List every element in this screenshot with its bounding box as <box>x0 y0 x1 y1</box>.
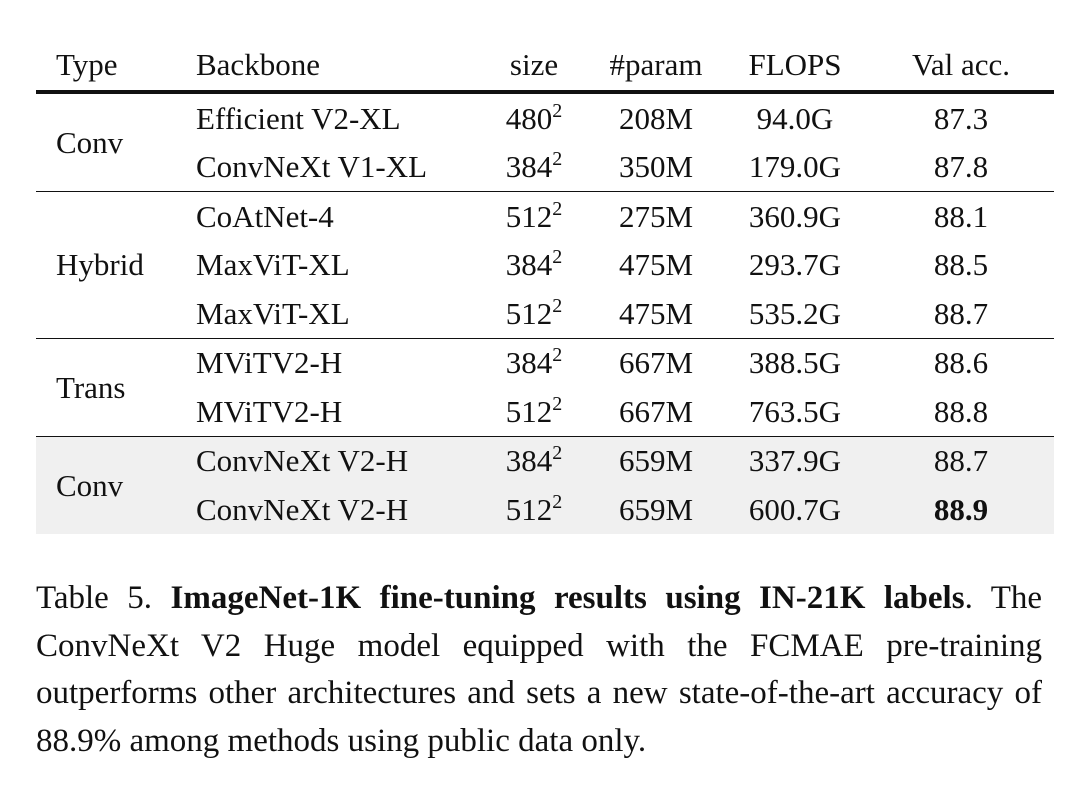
cell-param: 659M <box>590 485 722 534</box>
cell-flops: 600.7G <box>722 485 868 534</box>
size-base: 512 <box>505 198 553 234</box>
cell-size: 3842 <box>478 241 590 290</box>
caption-body: The ConvNeXt V2 Huge model equipped with… <box>36 580 1043 759</box>
size-exponent: 2 <box>552 344 563 367</box>
table-header: Type Backbone size #param FLOPS Val acc. <box>36 38 1054 92</box>
header-backbone: Backbone <box>196 46 320 82</box>
cell-flops: 360.9G <box>748 198 842 234</box>
table-row: ConvNeXt V1-XL 3842 350M 179.0G 87.8 <box>36 143 1054 192</box>
cell-backbone: MaxViT-XL <box>196 295 350 331</box>
size-base: 384 <box>505 149 553 185</box>
cell-val-acc-best: 88.9 <box>868 485 1054 534</box>
size-exponent: 2 <box>552 99 563 122</box>
cell-param: 667M <box>618 393 694 429</box>
table-row: Trans MViTV2-H 3842 667M 388.5G 88.6 <box>36 338 1054 402</box>
cell-size: 3842 <box>478 338 590 387</box>
group-type-label: Hybrid <box>56 247 144 283</box>
cell-size: 5122 <box>478 387 590 436</box>
cell-val-acc: 87.8 <box>933 149 989 185</box>
table-row: Hybrid CoAtNet-4 5122 275M 360.9G 88.1 <box>36 192 1054 280</box>
size-base: 512 <box>505 491 553 527</box>
cell-flops: 535.2G <box>748 295 842 331</box>
cell-val-acc: 87.3 <box>933 100 989 136</box>
cell-param: 475M <box>618 295 694 331</box>
cell-flops: 388.5G <box>748 345 842 381</box>
cell-param: 667M <box>618 345 694 381</box>
group-type-label: Conv <box>56 125 124 160</box>
caption-label: Table 5. <box>36 580 153 616</box>
cell-val-acc: 88.7 <box>868 436 1054 485</box>
table-row: MaxViT-XL 3842 475M 293.7G 88.5 <box>36 241 1054 290</box>
size-base: 512 <box>505 393 553 429</box>
header-param: #param <box>609 46 703 82</box>
cell-backbone: MViTV2-H <box>196 393 343 429</box>
group-type-label: Trans <box>56 369 126 405</box>
header-row: Type Backbone size #param FLOPS Val acc. <box>36 38 1054 92</box>
size-base: 512 <box>505 295 553 331</box>
results-table: Type Backbone size #param FLOPS Val acc.… <box>36 38 1054 534</box>
cell-backbone: CoAtNet-4 <box>196 198 334 234</box>
table-row: Conv ConvNeXt V2-H 3842 659M 337.9G 88.7 <box>36 436 1054 534</box>
cell-val-acc: 88.8 <box>933 393 989 429</box>
group-hybrid: Hybrid CoAtNet-4 5122 275M 360.9G 88.1 M… <box>36 192 1054 338</box>
group-type-label: Conv <box>36 436 186 534</box>
size-exponent: 2 <box>552 392 563 415</box>
cell-size: 5122 <box>478 289 590 338</box>
cell-size: 5122 <box>478 192 590 241</box>
size-exponent: 2 <box>552 442 563 465</box>
cell-backbone: ConvNeXt V2-H <box>186 485 478 534</box>
cell-val-acc: 88.7 <box>933 295 989 331</box>
cell-val-acc: 88.5 <box>933 247 989 283</box>
caption-title: ImageNet-1K fine-tuning results using IN… <box>170 580 965 616</box>
cell-backbone: ConvNeXt V2-H <box>186 436 478 485</box>
group-conv: Conv Efficient V2-XL 4802 208M 94.0G 87.… <box>36 92 1054 192</box>
cell-flops: 94.0G <box>756 100 834 136</box>
cell-backbone: ConvNeXt V1-XL <box>196 149 428 185</box>
results-table-container: Type Backbone size #param FLOPS Val acc.… <box>36 38 1054 534</box>
cell-backbone: MaxViT-XL <box>196 247 350 283</box>
cell-size: 5122 <box>478 485 590 534</box>
size-exponent: 2 <box>552 490 563 513</box>
cell-size: 4802 <box>478 92 590 143</box>
size-exponent: 2 <box>552 148 563 171</box>
table-row: Conv Efficient V2-XL 4802 208M 94.0G 87.… <box>36 92 1054 158</box>
cell-size: 3842 <box>478 143 590 192</box>
group-trans: Trans MViTV2-H 3842 667M 388.5G 88.6 MVi… <box>36 338 1054 436</box>
cell-val-acc: 88.6 <box>933 345 989 381</box>
header-flops: FLOPS <box>748 46 842 82</box>
cell-flops: 179.0G <box>748 149 842 185</box>
table-row: MViTV2-H 5122 667M 763.5G 88.8 <box>36 387 1054 436</box>
size-base: 480 <box>505 100 553 136</box>
cell-flops: 293.7G <box>748 247 842 283</box>
cell-size: 3842 <box>478 436 590 485</box>
cell-backbone: Efficient V2-XL <box>196 100 401 136</box>
cell-param: 659M <box>590 436 722 485</box>
size-base: 384 <box>505 443 553 479</box>
cell-backbone: MViTV2-H <box>196 345 343 381</box>
size-exponent: 2 <box>552 197 563 220</box>
header-size: size <box>509 46 559 82</box>
cell-param: 208M <box>618 100 694 136</box>
header-type: Type <box>56 46 118 82</box>
cell-param: 275M <box>618 198 694 234</box>
cell-param: 475M <box>618 247 694 283</box>
cell-flops: 763.5G <box>748 393 842 429</box>
group-convnext-v2: Conv ConvNeXt V2-H 3842 659M 337.9G 88.7… <box>36 436 1054 534</box>
table-caption: Table 5. ImageNet-1K fine-tuning results… <box>36 575 1042 765</box>
header-val-acc: Val acc. <box>911 46 1011 82</box>
size-exponent: 2 <box>552 246 563 269</box>
size-base: 384 <box>505 247 553 283</box>
cell-param: 350M <box>618 149 694 185</box>
table-row: ConvNeXt V2-H 5122 659M 600.7G 88.9 <box>36 485 1054 534</box>
cell-flops: 337.9G <box>722 436 868 485</box>
size-exponent: 2 <box>552 294 563 317</box>
table-row: MaxViT-XL 5122 475M 535.2G 88.7 <box>36 289 1054 338</box>
cell-val-acc: 88.1 <box>933 198 989 234</box>
caption-title-punct: . <box>964 580 973 616</box>
size-base: 384 <box>505 345 553 381</box>
